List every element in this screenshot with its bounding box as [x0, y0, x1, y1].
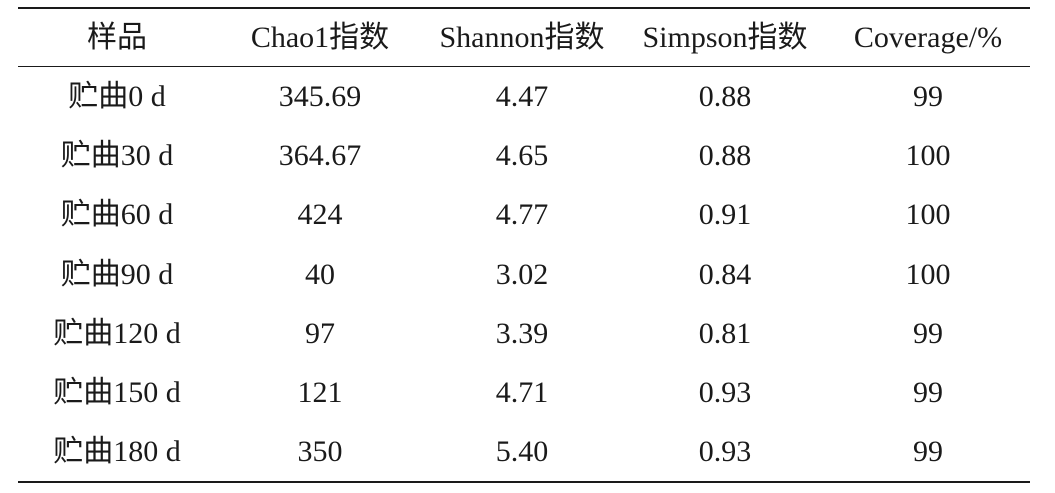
- header-cell: 样品: [87, 21, 147, 54]
- row-label: 贮曲90 d: [60, 257, 174, 291]
- header-rule: [18, 66, 1030, 67]
- table-cell: 99: [913, 80, 943, 113]
- table-cell: 99: [913, 316, 943, 350]
- header-cell: Coverage/%: [853, 21, 1003, 54]
- table-cell: 0.81: [698, 316, 752, 350]
- row-label: 贮曲0 d: [68, 80, 166, 113]
- table-cell: 0.93: [698, 435, 752, 469]
- row-label: 贮曲150 d: [53, 376, 181, 409]
- table-cell: 40: [305, 257, 335, 291]
- row-label: 贮曲180 d: [53, 435, 181, 469]
- table-cell: 3.02: [495, 257, 549, 291]
- table-cell: 3.39: [495, 316, 549, 350]
- table-cell: 100: [905, 257, 951, 291]
- row-label: 贮曲60 d: [60, 198, 174, 232]
- table-cell: 0.84: [698, 257, 752, 291]
- table-cell: 4.65: [495, 139, 549, 173]
- table-cell: 5.40: [495, 435, 549, 469]
- table-cell: 0.88: [698, 139, 752, 173]
- table-cell: 4.71: [495, 376, 549, 409]
- table-cell: 345.69: [278, 80, 362, 113]
- table-cell: 350: [297, 435, 343, 469]
- table-cell: 100: [905, 139, 951, 173]
- header-cell: Shannon指数: [439, 21, 605, 54]
- table-cell: 424: [297, 198, 343, 232]
- row-label: 贮曲120 d: [53, 316, 181, 350]
- header-cell: Chao1指数: [250, 21, 390, 54]
- table-cell: 121: [297, 376, 343, 409]
- table-cell: 99: [913, 435, 943, 469]
- table-cell: 4.77: [495, 198, 549, 232]
- bottom-rule: [18, 481, 1030, 483]
- table-cell: 364.67: [278, 139, 362, 173]
- table-cell: 0.93: [698, 376, 752, 409]
- row-label: 贮曲30 d: [60, 139, 174, 173]
- top-rule: [18, 7, 1030, 9]
- table-cell: 99: [913, 376, 943, 409]
- table-cell: 100: [905, 198, 951, 232]
- table-cell: 97: [305, 316, 335, 350]
- table-cell: 0.88: [698, 80, 752, 113]
- header-cell: Simpson指数: [642, 21, 808, 54]
- table-cell: 0.91: [698, 198, 752, 232]
- table-cell: 4.47: [495, 80, 549, 113]
